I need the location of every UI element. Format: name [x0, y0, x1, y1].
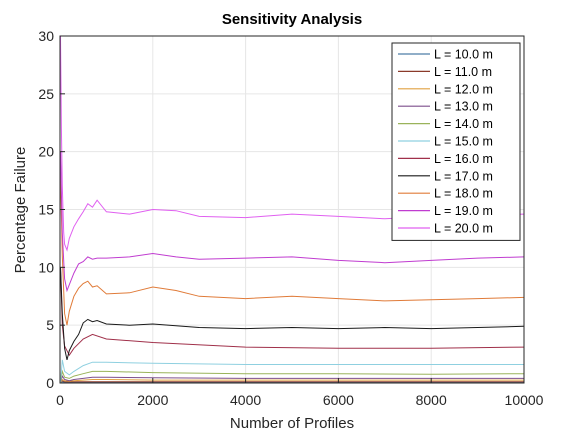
y-tick-label: 10 — [38, 259, 54, 275]
legend-label: L = 19.0 m — [434, 204, 493, 218]
legend-label: L = 10.0 m — [434, 48, 493, 62]
series-line-4 — [60, 369, 525, 384]
legend-label: L = 18.0 m — [434, 187, 493, 201]
series-line-10 — [60, 35, 525, 252]
series-line-7 — [60, 267, 525, 361]
legend-box — [391, 42, 521, 241]
legend-label: L = 20.0 m — [434, 222, 493, 236]
legend-label: L = 16.0 m — [434, 152, 493, 166]
y-axis-ticks: 0 5 10 15 20 25 30 — [38, 28, 65, 391]
y-axis-label: Percentage Failure — [12, 147, 29, 274]
x-tick-label: 2000 — [137, 392, 168, 408]
x-axis-ticks: 0 2000 4000 6000 8000 10000 — [56, 378, 544, 408]
y-tick-label: 15 — [38, 202, 54, 218]
legend-label: L = 17.0 m — [434, 169, 493, 183]
y-tick-label: 30 — [38, 28, 54, 44]
x-tick-label: 6000 — [323, 392, 354, 408]
x-tick-label: 8000 — [416, 392, 447, 408]
legend-label: L = 15.0 m — [434, 135, 493, 149]
x-tick-label: 0 — [56, 392, 64, 408]
y-tick-label: 5 — [46, 317, 54, 333]
series-line-5 — [60, 359, 524, 384]
legend[interactable]: L = 10.0 m L = 11.0 m L = 12.0 m L = 13.0 m… — [391, 42, 521, 241]
chart-title: Sensitivity Analysis — [222, 11, 362, 28]
legend-label: L = 14.0 m — [434, 117, 493, 131]
series-line-9 — [60, 151, 525, 293]
series-line-8 — [60, 174, 525, 326]
legend-label: L = 13.0 m — [434, 100, 493, 114]
x-tick-label: 10000 — [505, 392, 544, 408]
y-tick-label: 25 — [38, 86, 54, 102]
x-axis-label: Number of Profiles — [230, 415, 354, 432]
legend-label: L = 12.0 m — [434, 82, 493, 96]
legend-label: L = 11.0 m — [434, 65, 492, 79]
y-tick-label: 20 — [38, 144, 54, 160]
x-tick-label: 4000 — [230, 392, 261, 408]
y-tick-label: 0 — [46, 375, 54, 391]
series-group — [60, 35, 525, 384]
